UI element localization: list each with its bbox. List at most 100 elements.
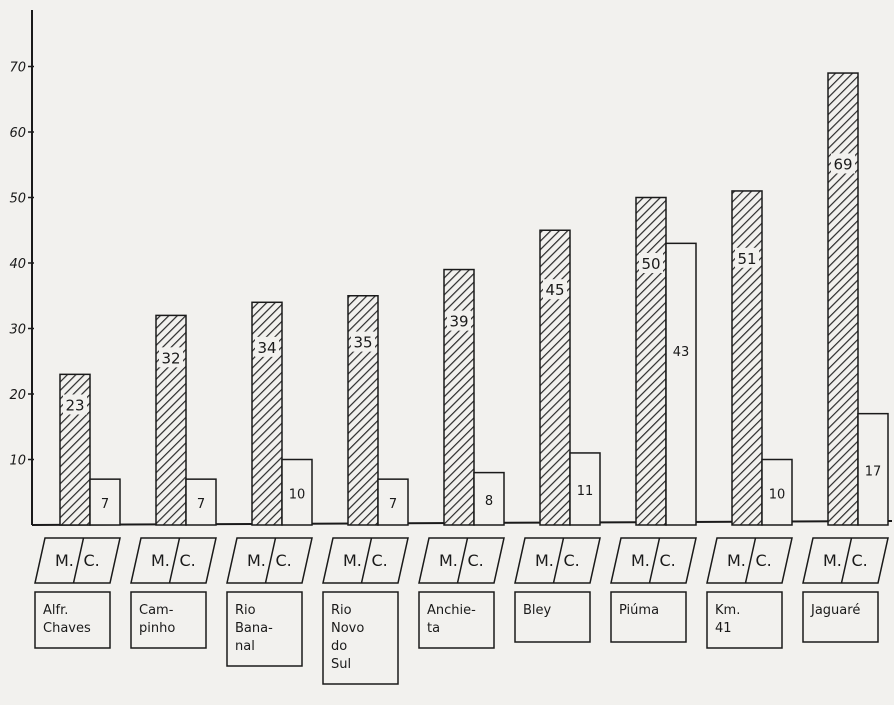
bar-c: [569, 452, 601, 526]
bar-m: [731, 190, 763, 526]
category-label: do: [331, 639, 347, 654]
sub-label-divider: [648, 537, 661, 584]
category-label: Alfr.: [43, 603, 68, 618]
bar-m-label-bg: [639, 253, 663, 273]
data-label-m: 32: [161, 349, 180, 367]
sub-label-divider: [744, 537, 757, 584]
category-box: [226, 591, 303, 667]
sub-label-m: M.: [343, 551, 362, 570]
category-label: Novo: [331, 621, 364, 636]
sub-label-c: C.: [756, 551, 772, 570]
bar-m: [827, 72, 859, 526]
data-label-m: 69: [833, 155, 852, 173]
y-tick-label: 50: [9, 192, 26, 207]
bar-m-label-bg: [735, 247, 759, 268]
sub-label-c: C.: [564, 551, 580, 570]
sub-label-box: [130, 537, 217, 584]
sub-label-m: M.: [55, 551, 74, 570]
sub-label-m: M.: [151, 551, 170, 570]
sub-label-m: M.: [631, 551, 650, 570]
data-label-m: 39: [449, 313, 468, 331]
bar-c: [281, 458, 313, 526]
sub-label-c: C.: [852, 551, 868, 570]
category-label: Anchie-: [427, 603, 476, 618]
data-label-m: 23: [65, 396, 84, 414]
y-tick-label: 70: [9, 61, 26, 76]
data-label-m: 51: [737, 250, 756, 268]
data-label-c: 17: [865, 464, 882, 479]
sub-label-divider: [72, 537, 85, 584]
bar-m-label-bg: [831, 153, 855, 174]
category-label: Km.: [715, 603, 740, 618]
sub-label-divider: [264, 537, 277, 584]
category-label: nal: [235, 639, 255, 654]
data-label-c: 7: [389, 497, 397, 512]
bar-m: [635, 196, 667, 526]
sub-label-m: M.: [823, 551, 842, 570]
sub-label-box: [610, 537, 697, 584]
category-label: Bley: [523, 603, 552, 618]
category-box: [802, 591, 879, 643]
bar-c: [761, 458, 793, 526]
bar-m-label-bg: [63, 394, 87, 415]
sub-label-m: M.: [727, 551, 746, 570]
sub-label-divider: [456, 537, 469, 584]
bar-c: [665, 242, 697, 526]
sub-label-box: [802, 537, 889, 584]
bar-m-label-bg: [447, 310, 471, 331]
y-tick-label: 40: [9, 257, 26, 272]
bars-layer: 2373273410357398451150435110691744: [59, 72, 889, 526]
category-box: [514, 591, 591, 643]
category-labels-layer: M. C. Alfr. Chaves M. C. Cam-pinho M. C. Rio Bana-…: [34, 537, 889, 685]
data-label-c: 7: [101, 497, 109, 512]
bar-c: [377, 478, 409, 526]
sub-label-divider: [840, 537, 853, 584]
category-box: [706, 591, 783, 649]
sub-label-box: [322, 537, 409, 584]
bar-m-label-bg: [351, 331, 375, 352]
bar-m: [443, 268, 475, 526]
data-label-c: 43: [673, 345, 690, 360]
data-label-m: 50: [641, 255, 660, 273]
data-label-c: 10: [289, 487, 306, 502]
bar-m-label-bg: [159, 347, 183, 368]
data-label-m: 45: [545, 281, 564, 299]
bar-c: [857, 412, 889, 526]
sub-label-c: C.: [180, 551, 196, 570]
category-label: Rio: [235, 603, 256, 618]
data-label-m: 34: [257, 339, 276, 357]
data-label-c: 10: [769, 487, 786, 502]
category-label: 41: [715, 621, 732, 636]
bar-m: [155, 314, 187, 526]
category-box: [130, 591, 207, 649]
category-label: Bana-: [235, 621, 273, 636]
bar-m-label-bg: [543, 279, 567, 300]
bar-m: [539, 229, 571, 526]
bar-m: [347, 295, 379, 526]
sub-label-box: [418, 537, 505, 584]
sub-label-c: C.: [468, 551, 484, 570]
sub-label-box: [514, 537, 601, 584]
sub-label-m: M.: [247, 551, 266, 570]
category-label: Jaguaré: [810, 603, 860, 618]
category-label: pinho: [139, 621, 175, 636]
sub-label-c: C.: [372, 551, 388, 570]
y-tick-label: 10: [9, 454, 26, 469]
bar-c: [89, 478, 121, 526]
data-label-m: 35: [353, 334, 372, 352]
category-label: Sul: [331, 657, 351, 672]
sub-label-c: C.: [660, 551, 676, 570]
y-tick-label: 60: [9, 126, 26, 141]
category-label: Chaves: [43, 621, 91, 636]
y-tick-label: 20: [9, 388, 26, 403]
category-box: [418, 591, 495, 649]
sub-label-box: [226, 537, 313, 584]
data-label-c: 7: [197, 497, 205, 512]
sub-label-box: [706, 537, 793, 584]
category-label: Piúma: [619, 603, 659, 618]
bar-c: [473, 471, 505, 526]
sub-label-c: C.: [276, 551, 292, 570]
sub-label-box: [34, 537, 121, 584]
bar-c: [185, 478, 217, 526]
